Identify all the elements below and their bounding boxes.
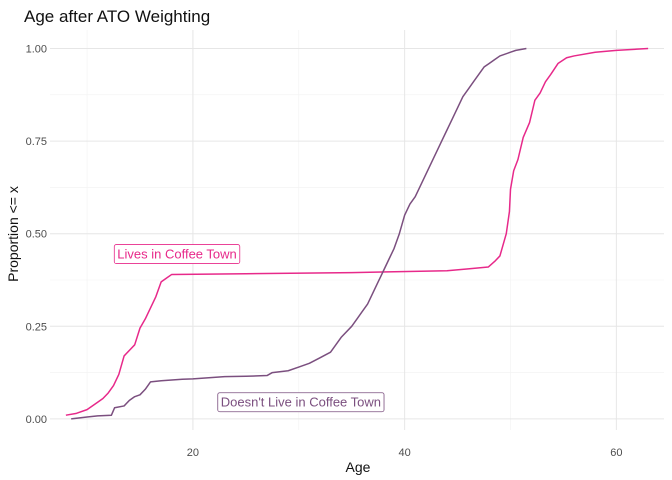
label-box (217, 392, 385, 413)
y-tick-label: 0.25 (26, 321, 47, 333)
series-lines (65, 47, 649, 420)
chart-title: Age after ATO Weighting (24, 7, 210, 26)
label-doesnt-live-in-coffee-town: Doesn't Live in Coffee Town (217, 392, 385, 413)
label-text: Doesn't Live in Coffee Town (221, 395, 381, 410)
y-tick-label: 0.50 (26, 229, 47, 241)
x-axis-title: Age (346, 459, 371, 475)
label-text: Lives in Coffee Town (117, 247, 236, 262)
y-tick-label: 0.00 (26, 414, 47, 426)
annotations: Lives in Coffee Town Doesn't Live in Coff… (113, 244, 385, 413)
axis-ticks: 20 40 60 0.00 0.25 0.50 0.75 1.00 (26, 44, 623, 459)
x-tick-label: 60 (610, 447, 622, 459)
series-line-lives-in-coffee-town (65, 47, 649, 416)
grid (50, 30, 664, 430)
x-tick-label: 40 (399, 447, 411, 459)
y-tick-label: 0.75 (26, 136, 47, 148)
y-axis-title: Proportion <= x (5, 186, 21, 282)
label-box (113, 244, 241, 264)
label-lives-in-coffee-town: Lives in Coffee Town (113, 244, 241, 264)
series-line-doesnt-live-in-coffee-town (71, 47, 527, 420)
y-tick-label: 1.00 (26, 44, 47, 56)
x-tick-label: 20 (187, 447, 199, 459)
